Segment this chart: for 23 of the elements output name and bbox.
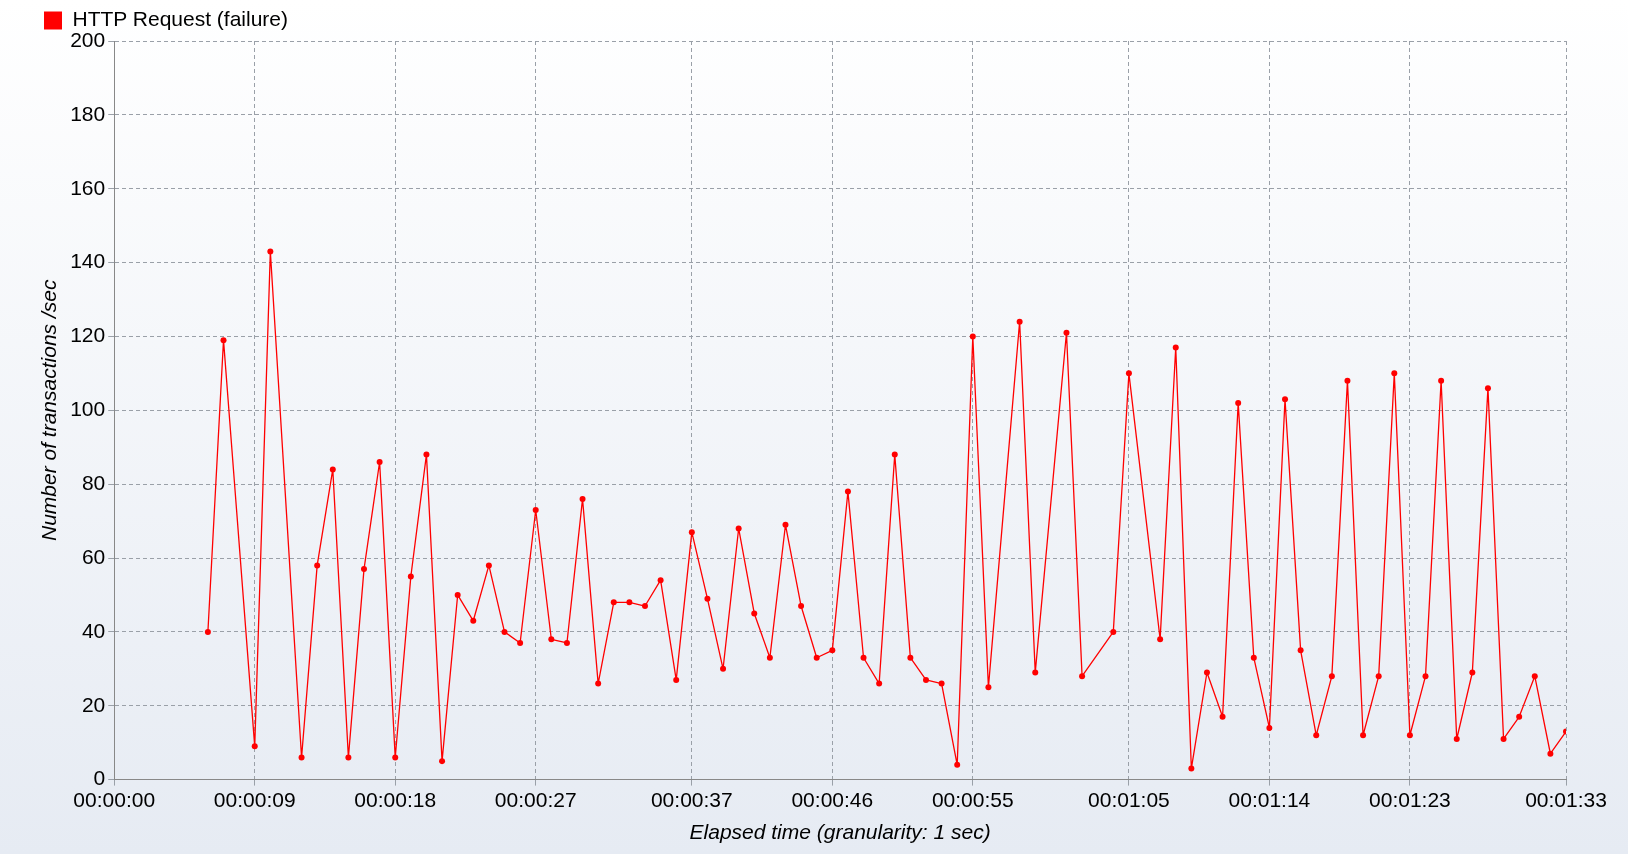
x-tick-label: 00:01:23 bbox=[1369, 788, 1451, 811]
x-tick-label: 00:00:46 bbox=[791, 788, 874, 811]
y-tick-label: 60 bbox=[81, 544, 106, 568]
y-tick-label: 100 bbox=[70, 397, 106, 421]
y-tick-label: 160 bbox=[70, 175, 106, 199]
x-tick-label: 00:00:00 bbox=[73, 788, 156, 811]
x-axis-title: Elapsed time (granularity: 1 sec) bbox=[689, 820, 991, 844]
x-tick-label: 00:00:37 bbox=[650, 788, 733, 811]
y-axis-title: Number of transactions /sec bbox=[37, 279, 61, 542]
y-tick-label: 180 bbox=[70, 101, 106, 125]
x-tick-label: 00:00:09 bbox=[213, 788, 296, 811]
x-tick-label: 00:01:33 bbox=[1525, 788, 1607, 811]
x-tick-label: 00:00:27 bbox=[494, 788, 577, 811]
y-tick-label: 80 bbox=[81, 470, 106, 494]
x-tick-label: 00:00:55 bbox=[931, 788, 1014, 811]
x-tick-label: 00:01:05 bbox=[1088, 788, 1170, 811]
y-tick-label: 0 bbox=[93, 766, 106, 790]
y-tick-label: 140 bbox=[70, 249, 106, 273]
x-tick-label: 00:00:18 bbox=[354, 788, 437, 811]
y-tick-label: 120 bbox=[70, 323, 106, 347]
y-tick-label: 20 bbox=[81, 692, 106, 716]
y-tick-label: 40 bbox=[81, 618, 106, 642]
x-tick-label: 00:01:14 bbox=[1228, 788, 1311, 811]
